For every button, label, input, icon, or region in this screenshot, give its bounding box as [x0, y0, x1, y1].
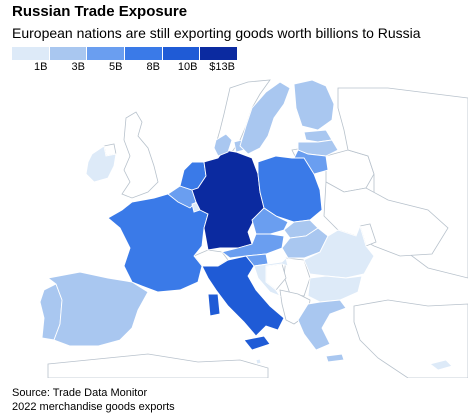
legend-bar	[12, 47, 238, 60]
source-line: Source: Trade Data Monitor	[12, 387, 148, 399]
romania	[303, 224, 375, 279]
bulgaria	[307, 275, 363, 303]
greece	[297, 299, 347, 363]
norway	[215, 79, 271, 155]
color-legend: 1B 3B 5B 8B 10B $13B	[12, 47, 238, 74]
eu-countries	[39, 79, 453, 371]
great-britain	[121, 111, 159, 199]
source-note: Source: Trade Data Monitor 2022 merchand…	[12, 386, 175, 414]
chart-title: Russian Trade Exposure	[12, 3, 188, 20]
legend-tick-label: 3B	[71, 61, 85, 73]
poland	[257, 155, 323, 223]
chart-subtitle: European nations are still exporting goo…	[12, 25, 421, 41]
legend-tick-label: $13B	[209, 61, 235, 73]
croatia	[253, 257, 289, 297]
legend-tick-label: 8B	[146, 61, 160, 73]
finland	[293, 79, 335, 131]
legend-tick-label: 10B	[177, 61, 198, 73]
legend-swatch	[200, 47, 238, 60]
spain	[46, 271, 149, 347]
europe-map	[8, 78, 469, 379]
source-detail: 2022 merchandise goods exports	[12, 401, 175, 413]
legend-swatch	[162, 47, 201, 60]
austria	[220, 233, 285, 259]
sweden	[239, 81, 291, 155]
legend-swatch	[87, 47, 126, 60]
legend-ticks: 1B 3B 5B 8B 10B $13B	[12, 60, 237, 74]
malta	[255, 358, 262, 365]
legend-swatch	[125, 47, 163, 60]
ireland	[85, 145, 117, 183]
legend-tick-label: 5B	[109, 61, 123, 73]
map-svg	[39, 79, 469, 379]
non-eu-land	[47, 79, 469, 379]
legend-swatch	[49, 47, 88, 60]
legend-tick-label: 1B	[34, 61, 48, 73]
italy	[201, 255, 285, 351]
north-africa	[47, 353, 269, 379]
cyprus	[428, 359, 453, 371]
legend-swatch	[12, 47, 50, 60]
